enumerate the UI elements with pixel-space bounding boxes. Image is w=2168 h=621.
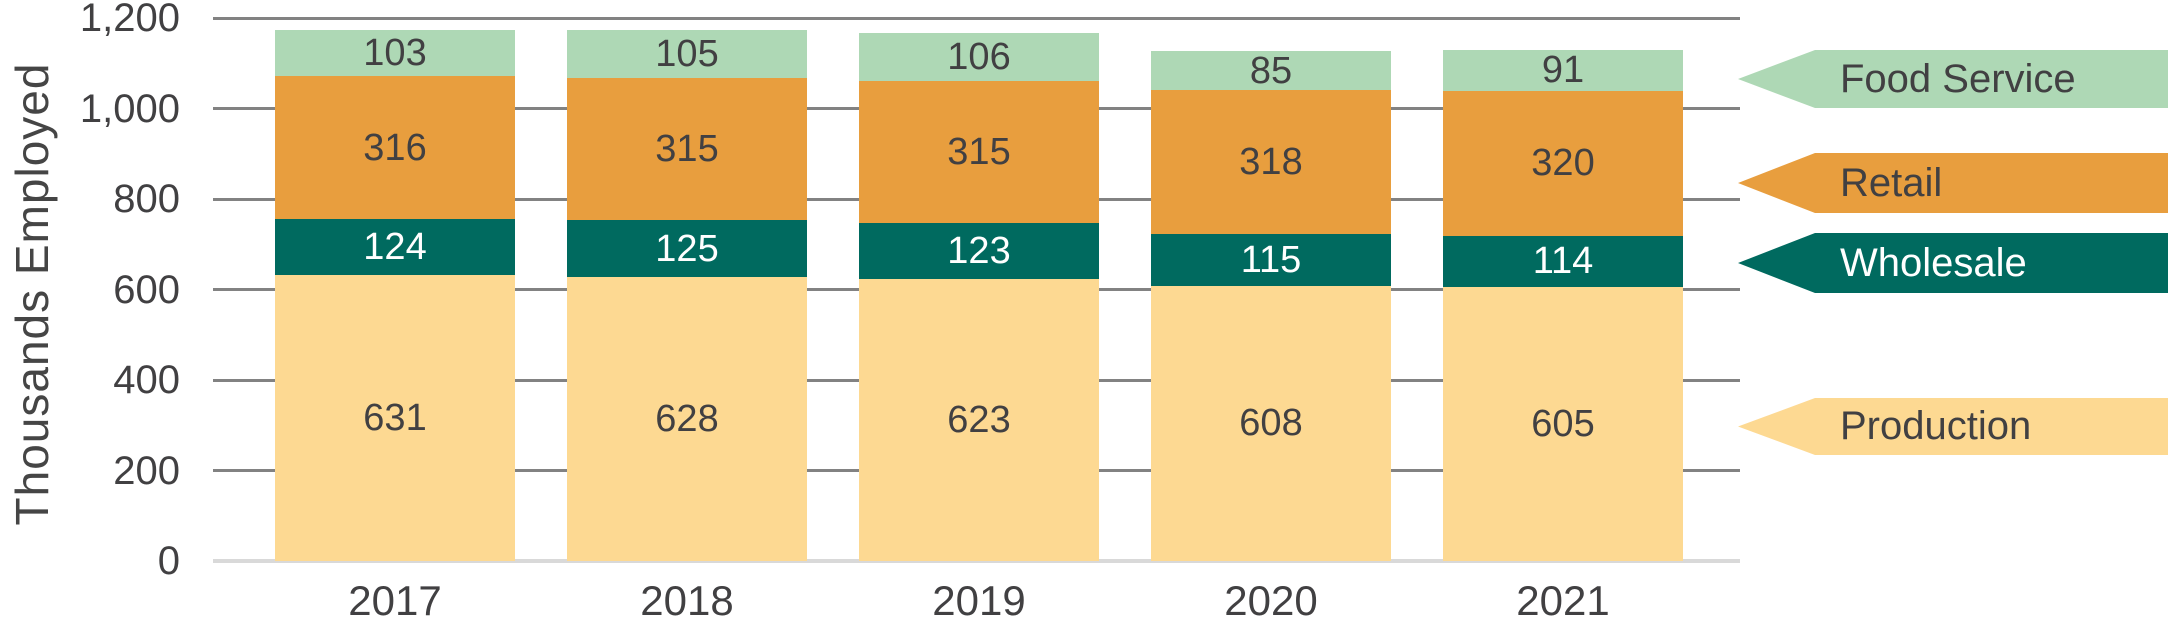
value-label-production-2018: 628 — [655, 397, 719, 440]
segment-food-service-2018: 105 — [567, 30, 807, 78]
legend-arrow-wholesale: Wholesale — [1738, 233, 2168, 293]
y-tick-label-800: 800 — [113, 177, 180, 221]
bar-2018: 105 315 125 628 — [567, 30, 807, 561]
bar-2019: 106 315 123 623 — [859, 32, 1099, 561]
y-tick-label-200: 200 — [113, 448, 180, 493]
value-label-wholesale-2020: 115 — [1240, 238, 1302, 281]
y-tick-label-600: 600 — [113, 267, 180, 312]
y-tick-label-1000: 1,000 — [79, 86, 180, 131]
value-label-food-service-2020: 85 — [1249, 49, 1293, 92]
value-label-retail-2018: 315 — [655, 127, 719, 170]
segment-food-service-2020: 85 — [1151, 49, 1391, 92]
bar-2021: 91 320 114 605 — [1443, 49, 1683, 561]
value-label-wholesale-2018: 125 — [655, 227, 719, 270]
value-label-production-2017: 631 — [363, 397, 427, 440]
x-tick-label-2019: 2019 — [932, 577, 1026, 621]
x-tick-label-2020: 2020 — [1224, 577, 1318, 621]
segment-wholesale-2018: 125 — [567, 220, 807, 277]
value-label-food-service-2018: 105 — [655, 32, 719, 75]
segment-wholesale-2017: 124 — [275, 219, 515, 276]
value-label-food-service-2017: 103 — [363, 32, 427, 75]
segment-food-service-2021: 91 — [1443, 49, 1683, 92]
segment-production-2018: 628 — [567, 276, 807, 561]
legend-label-retail: Retail — [1840, 160, 1943, 205]
x-tick-label-2017: 2017 — [348, 577, 442, 621]
legend-arrow-food-service: Food Service — [1738, 50, 2168, 108]
legend-arrow-retail: Retail — [1738, 153, 2168, 213]
value-label-retail-2020: 318 — [1239, 140, 1303, 183]
y-tick-label-400: 400 — [113, 358, 180, 402]
gridline-0 — [213, 559, 1740, 563]
value-label-retail-2021: 320 — [1531, 142, 1595, 185]
legend-label-wholesale: Wholesale — [1840, 240, 2027, 285]
value-label-production-2021: 605 — [1531, 403, 1595, 446]
segment-production-2017: 631 — [275, 275, 515, 561]
value-label-wholesale-2021: 114 — [1532, 240, 1594, 283]
y-tick-label-0: 0 — [157, 539, 180, 583]
segment-wholesale-2019: 123 — [859, 223, 1099, 280]
segment-production-2021: 605 — [1443, 287, 1683, 561]
segment-production-2020: 608 — [1151, 285, 1391, 561]
value-label-retail-2017: 316 — [363, 126, 427, 169]
bar-2017: 103 316 124 631 — [275, 29, 515, 561]
x-tick-label-2018: 2018 — [640, 577, 734, 621]
gridline-1200 — [213, 16, 1740, 20]
value-label-wholesale-2017: 124 — [363, 226, 427, 269]
segment-retail-2019: 315 — [859, 80, 1099, 224]
value-label-wholesale-2019: 123 — [947, 230, 1011, 273]
segment-wholesale-2020: 115 — [1151, 233, 1391, 286]
segment-retail-2021: 320 — [1443, 90, 1683, 236]
value-label-production-2019: 623 — [947, 399, 1011, 442]
y-tick-label-1200: 1,200 — [79, 0, 180, 40]
segment-food-service-2019: 106 — [859, 32, 1099, 81]
segment-retail-2017: 316 — [275, 76, 515, 220]
segment-retail-2020: 318 — [1151, 89, 1391, 234]
segment-retail-2018: 315 — [567, 77, 807, 221]
value-label-food-service-2019: 106 — [947, 35, 1011, 78]
segment-food-service-2017: 103 — [275, 29, 515, 77]
x-tick-label-2021: 2021 — [1516, 577, 1610, 621]
legend-label-production: Production — [1840, 404, 2032, 448]
value-label-food-service-2021: 91 — [1541, 49, 1585, 92]
value-label-retail-2019: 315 — [947, 131, 1011, 174]
segment-wholesale-2021: 114 — [1443, 235, 1683, 288]
value-label-production-2020: 608 — [1239, 402, 1303, 445]
legend-arrow-production: Production — [1738, 398, 2168, 455]
bar-2020: 85 318 115 608 — [1151, 51, 1391, 561]
segment-production-2019: 623 — [859, 279, 1099, 561]
legend-label-food-service: Food Service — [1840, 56, 2076, 101]
